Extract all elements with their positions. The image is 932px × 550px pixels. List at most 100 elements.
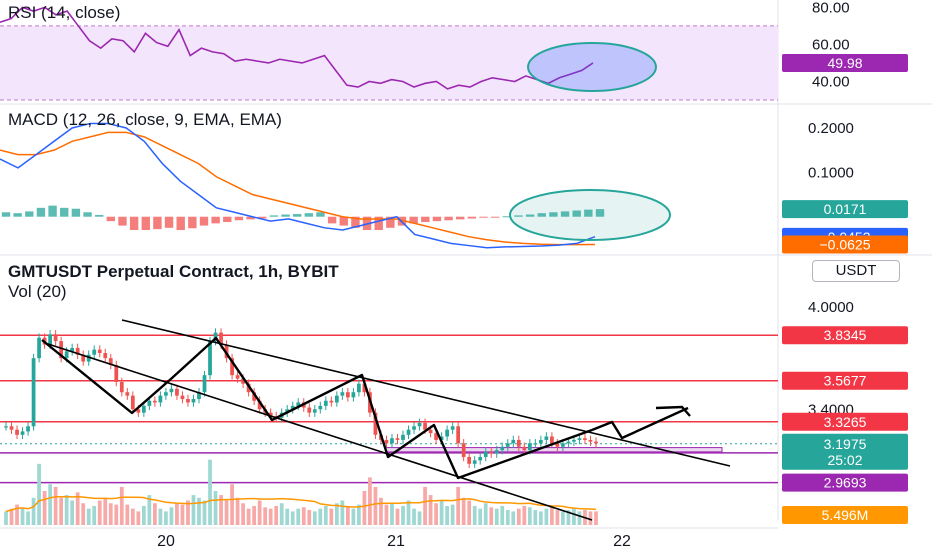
candle — [478, 456, 483, 461]
volume-bar — [516, 508, 521, 525]
volume-bar — [478, 508, 483, 525]
rsi-tick-label: 40.00 — [812, 73, 850, 90]
candle — [511, 439, 516, 444]
projection-arrowhead — [655, 405, 691, 417]
current-price-text: 3.1975 — [824, 436, 867, 452]
candle — [450, 426, 455, 430]
volume-bar — [290, 511, 295, 525]
volume-bar — [401, 505, 405, 525]
volume-bar — [130, 508, 135, 525]
volume-bar — [550, 507, 554, 525]
macd-histogram-bar — [13, 213, 22, 217]
candle — [384, 439, 389, 444]
macd-histogram-bar — [153, 216, 162, 230]
volume-bar — [500, 505, 505, 525]
macd-histogram-bar — [60, 207, 69, 217]
macd-tick-label: 0.2000 — [808, 120, 854, 137]
candle — [494, 450, 499, 454]
volume-bar — [97, 500, 102, 525]
candle — [500, 446, 505, 451]
candle — [53, 334, 58, 342]
volume-bar — [406, 500, 411, 525]
candle — [97, 349, 102, 354]
volume-bar — [538, 511, 543, 525]
volume-bar — [368, 477, 372, 525]
macd-histogram-bar — [456, 216, 465, 220]
volume-bar — [70, 500, 75, 525]
macd-signal-badge-text: −0.0625 — [820, 236, 871, 252]
price-title: GMTUSDT Perpetual Contract, 1h, BYBIT — [8, 262, 339, 281]
macd-histogram-bar — [386, 216, 395, 228]
candle — [456, 426, 461, 444]
candle — [417, 422, 422, 427]
candle — [434, 433, 438, 440]
macd-histogram-bar — [83, 212, 92, 217]
volume-badge-text: 5.496M — [822, 507, 869, 523]
candle — [191, 399, 196, 403]
projection-path — [591, 406, 689, 440]
candle — [20, 431, 25, 435]
volume-bar — [26, 511, 30, 525]
volume-bar — [268, 508, 273, 525]
candle — [164, 392, 168, 396]
volume-bar — [15, 504, 19, 525]
macd-histogram-bar — [1, 212, 11, 217]
volume-bar — [390, 503, 394, 525]
volume-bar — [483, 503, 488, 525]
currency-selector[interactable]: USDT — [812, 260, 900, 282]
volume-bar — [544, 508, 549, 525]
candle — [180, 395, 185, 400]
volume-bar — [31, 497, 36, 525]
level-badge-text: 2.9693 — [824, 475, 867, 491]
candle — [334, 395, 339, 403]
macd-histogram-bar — [409, 216, 418, 224]
candle — [329, 400, 334, 403]
macd-signal-line — [0, 131, 596, 246]
macd-histogram-bar — [118, 216, 127, 226]
volume-bar — [59, 497, 64, 525]
candle — [373, 412, 378, 435]
macd-signal-badge — [782, 235, 908, 254]
candle — [516, 439, 521, 447]
rsi-tick-label: 80.00 — [812, 0, 850, 16]
price-tick-label: 4.0000 — [808, 299, 854, 316]
volume-bar — [86, 508, 91, 525]
macd-tick-label: 0.1000 — [808, 164, 854, 181]
candle — [92, 349, 97, 355]
volume-bar — [180, 504, 185, 525]
macd-histogram-bar — [316, 212, 325, 217]
macd-histogram-bar — [584, 209, 593, 217]
volume-bar — [53, 486, 58, 525]
candle — [583, 438, 587, 440]
volume-bar — [395, 508, 400, 525]
candle — [533, 443, 538, 445]
macd-histogram-bar — [549, 212, 558, 217]
candle — [48, 334, 52, 345]
volume-bar — [434, 503, 438, 525]
volume-title: Vol (20) — [8, 282, 67, 301]
volume-bar — [334, 503, 339, 525]
macd-histogram-bar — [141, 216, 150, 231]
macd-histogram-bar — [94, 214, 104, 217]
candle — [59, 341, 64, 359]
candle — [406, 429, 411, 435]
candle — [186, 399, 190, 403]
volume-bar — [412, 508, 416, 525]
macd-highlight-ellipse — [509, 189, 671, 241]
macd-histogram-bar — [199, 216, 209, 226]
volume-bar — [417, 511, 422, 525]
volume-bar — [566, 510, 571, 525]
candle — [483, 451, 488, 457]
macd-histogram-bar — [71, 208, 81, 217]
candle — [86, 354, 91, 362]
volume-bar — [92, 505, 97, 525]
volume-bar — [202, 500, 207, 525]
candle — [340, 392, 345, 396]
candle — [505, 443, 510, 447]
volume-bar — [373, 486, 378, 525]
candle — [153, 400, 157, 403]
candle — [169, 388, 174, 393]
volume-bar — [158, 508, 163, 525]
volume-bar — [351, 508, 356, 525]
